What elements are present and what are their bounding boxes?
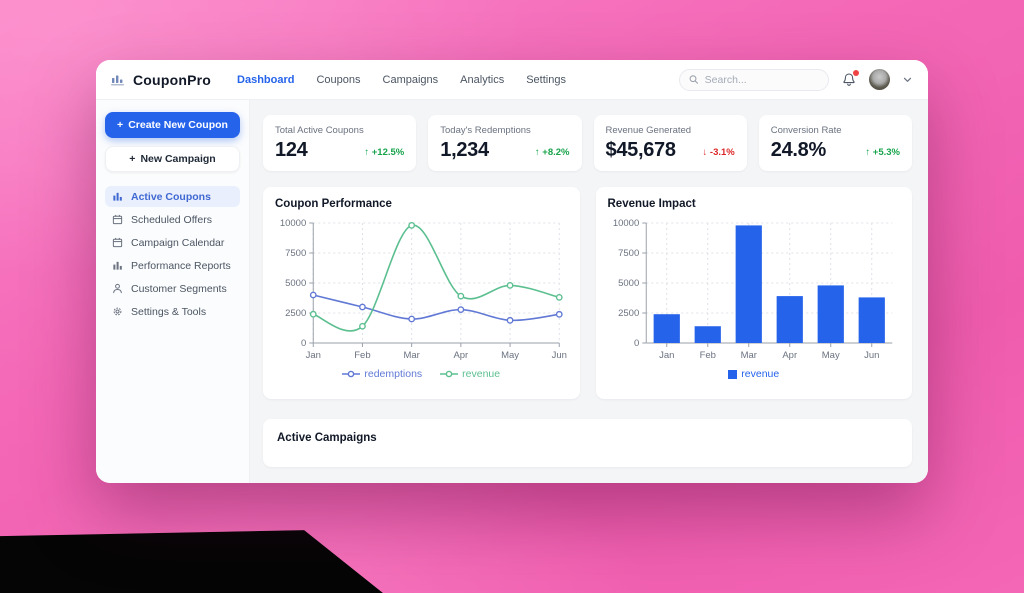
- svg-text:Feb: Feb: [354, 350, 370, 361]
- charts-row: Coupon Performance 0 2500 5000 7500 10000 Jan…: [263, 187, 912, 399]
- svg-text:2500: 2500: [285, 308, 306, 319]
- stat-value: 1,234: [440, 139, 489, 161]
- avatar[interactable]: [869, 69, 890, 90]
- square-marker-icon: [728, 369, 738, 379]
- chevron-down-icon[interactable]: [903, 77, 912, 83]
- legend-item-revenue[interactable]: revenue: [440, 368, 500, 380]
- svg-text:Jan: Jan: [306, 350, 321, 361]
- svg-text:Apr: Apr: [782, 350, 797, 361]
- revenue-impact-card: Revenue Impact 0 2500 5000 7500 10000 Jan Feb M…: [595, 187, 912, 399]
- stat-change: ↓ -3.1%: [702, 147, 735, 158]
- app-title: CouponPro: [133, 71, 212, 88]
- chart-title: Coupon Performance: [275, 198, 392, 210]
- nav-settings[interactable]: Settings: [526, 73, 566, 86]
- new-campaign-button[interactable]: + New Campaign: [105, 146, 240, 172]
- sidebar-item-customer-segments[interactable]: Customer Segments: [105, 278, 240, 299]
- nav-coupons[interactable]: Coupons: [316, 73, 361, 86]
- stat-change: ↑ +5.3%: [865, 147, 900, 158]
- stat-card-todays-redemptions: Today's Redemptions 1,234 ↑ +8.2%: [428, 115, 582, 171]
- plus-icon: +: [117, 119, 124, 131]
- stat-card-revenue-generated: Revenue Generated $45,678 ↓ -3.1%: [593, 115, 747, 171]
- stat-value: 124: [275, 139, 308, 161]
- active-campaigns-card: Active Campaigns: [263, 419, 912, 467]
- svg-text:Apr: Apr: [453, 350, 468, 361]
- chart-title: Revenue Impact: [607, 198, 696, 210]
- svg-text:10000: 10000: [612, 218, 638, 229]
- line-marker-icon: [342, 370, 361, 378]
- svg-text:7500: 7500: [285, 248, 306, 259]
- svg-text:Jan: Jan: [659, 350, 674, 361]
- user-icon: [113, 283, 122, 294]
- create-new-coupon-button[interactable]: + Create New Coupon: [105, 112, 240, 138]
- svg-text:10000: 10000: [280, 218, 306, 229]
- sidebar-item-performance-reports[interactable]: Performance Reports: [105, 255, 240, 276]
- top-header: CouponPro Dashboard Coupons Campaigns An…: [96, 60, 928, 100]
- sidebar-item-settings-tools[interactable]: Settings & Tools: [105, 301, 240, 322]
- svg-text:5000: 5000: [285, 278, 306, 289]
- nav-dashboard[interactable]: Dashboard: [237, 73, 295, 86]
- legend-item-redemptions[interactable]: redemptions: [342, 368, 422, 380]
- calendar-icon: [112, 214, 123, 225]
- top-navigation: Dashboard Coupons Campaigns Analytics Se…: [237, 74, 566, 86]
- app-window: CouponPro Dashboard Coupons Campaigns An…: [96, 60, 928, 483]
- gear-icon: [113, 307, 122, 316]
- coupon-performance-chart: 0 2500 5000 7500 10000 Jan Feb Mar Apr May Jun: [280, 218, 567, 361]
- svg-text:Mar: Mar: [403, 350, 419, 361]
- svg-text:2500: 2500: [618, 308, 639, 319]
- stats-row: Total Active Coupons 124 ↑ +12.5% Today'…: [263, 115, 912, 171]
- chart-legend: revenue: [608, 368, 901, 380]
- main-content: Total Active Coupons 124 ↑ +12.5% Today'…: [250, 100, 928, 483]
- stat-value: $45,678: [605, 139, 677, 161]
- svg-text:0: 0: [633, 338, 638, 349]
- sidebar-nav: Active Coupons Scheduled Offers: [105, 186, 240, 322]
- sidebar-item-scheduled-offers[interactable]: Scheduled Offers: [105, 209, 240, 230]
- bar-chart-logo-icon: [111, 75, 124, 86]
- revenue-impact-chart: 0 2500 5000 7500 10000 Jan Feb Mar Apr May Jun: [612, 218, 892, 361]
- calendar-icon: [112, 237, 123, 248]
- stat-change: ↑ +8.2%: [534, 147, 570, 158]
- bell-icon: [843, 73, 855, 86]
- nav-analytics[interactable]: Analytics: [460, 73, 505, 86]
- sidebar-item-active-coupons[interactable]: Active Coupons: [105, 186, 240, 207]
- stat-card-total-active-coupons: Total Active Coupons 124 ↑ +12.5%: [263, 115, 417, 171]
- search-input[interactable]: [704, 73, 819, 86]
- svg-text:May: May: [501, 350, 519, 361]
- stat-change: ↑ +12.5%: [364, 147, 405, 158]
- stat-value: 24.8%: [770, 139, 827, 161]
- chart-legend: redemptions revenue: [275, 368, 568, 380]
- sidebar-item-campaign-calendar[interactable]: Campaign Calendar: [105, 232, 240, 253]
- bar-chart-icon: [113, 192, 122, 201]
- search-box[interactable]: [679, 68, 829, 91]
- header-right: [679, 68, 912, 91]
- svg-text:5000: 5000: [618, 278, 639, 289]
- search-icon: [689, 75, 699, 84]
- notifications-button[interactable]: [842, 70, 859, 87]
- svg-text:7500: 7500: [618, 248, 639, 259]
- coupon-performance-card: Coupon Performance 0 2500 5000 7500 10000 Jan…: [263, 187, 580, 399]
- legend-item-revenue[interactable]: revenue: [728, 368, 779, 380]
- sidebar: + Create New Coupon + New Campaign Activ…: [96, 100, 250, 483]
- brand: CouponPro: [110, 72, 211, 88]
- svg-text:Feb: Feb: [699, 350, 715, 361]
- svg-text:Jun: Jun: [552, 350, 567, 361]
- svg-text:0: 0: [301, 338, 306, 349]
- nav-campaigns[interactable]: Campaigns: [382, 73, 439, 86]
- svg-text:Mar: Mar: [740, 350, 756, 361]
- bar-chart-icon: [113, 261, 122, 270]
- active-campaigns-title: Active Campaigns: [277, 432, 377, 444]
- notification-badge: [853, 70, 859, 76]
- line-marker-icon: [440, 370, 459, 378]
- stat-card-conversion-rate: Conversion Rate 24.8% ↑ +5.3%: [758, 115, 912, 171]
- plus-icon: +: [129, 153, 136, 165]
- svg-text:May: May: [821, 350, 839, 361]
- svg-text:Jun: Jun: [864, 350, 879, 361]
